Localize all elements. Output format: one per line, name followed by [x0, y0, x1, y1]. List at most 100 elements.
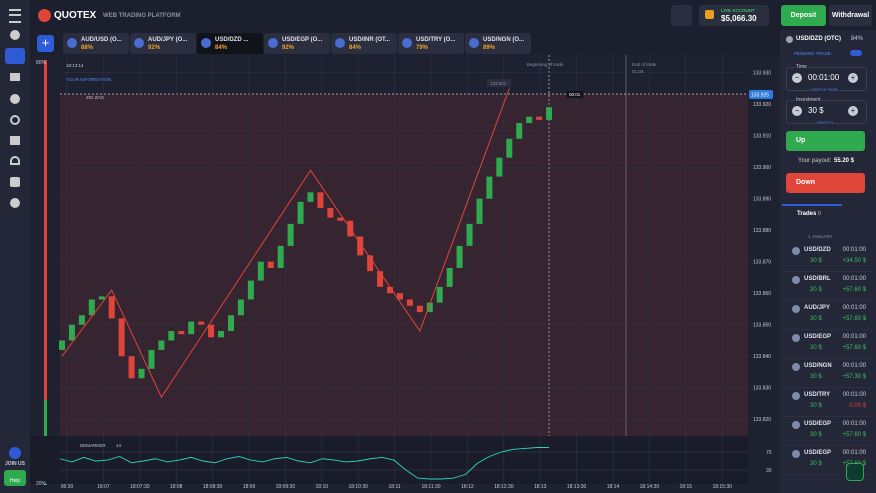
nav-icon[interactable] [10, 115, 20, 125]
candle [476, 198, 483, 224]
chart-nav[interactable] [5, 48, 25, 64]
time-plus[interactable]: + [848, 73, 858, 83]
candle [327, 208, 334, 218]
candle [536, 116, 543, 120]
join-label[interactable]: JOIN US [5, 461, 26, 467]
candle [108, 296, 115, 319]
withdrawal-button[interactable]: Withdrawal [829, 5, 872, 26]
balance-bar-down [44, 60, 47, 400]
trade-time: 00:01:00 [842, 392, 866, 398]
x-tick-label: 18:14 [607, 484, 620, 490]
trade-row[interactable]: USD/EGP 00:01:00 30 $ +57.60 $ [782, 330, 872, 359]
candle [486, 176, 493, 199]
candle [68, 324, 75, 341]
menu-icon[interactable] [9, 9, 21, 23]
trade-time: 00:01:00 [842, 450, 866, 456]
asset-tab[interactable]: AUD/JPY (O... 92% [130, 33, 196, 54]
tab-payout: 84% [215, 45, 228, 51]
asset-tab[interactable]: USD/TRY (O... 79% [398, 33, 464, 54]
balance-bottom: 20% [36, 481, 47, 487]
candle [218, 331, 225, 338]
nav-icon[interactable] [10, 30, 20, 40]
beginning-label: Beginning of trade [527, 62, 564, 67]
account-type: LIVE ACCOUNT [721, 8, 755, 13]
nav-icon[interactable] [10, 94, 20, 104]
notifications[interactable] [671, 5, 692, 26]
up-button[interactable]: Up [786, 131, 865, 151]
chart: 133.930 133.920 133.910 133.900 133.890 133.8… [36, 55, 773, 490]
x-tick-label: 18:10:30 [348, 484, 368, 490]
trade-result: 0.00 $ [849, 403, 866, 409]
x-tick-label: 18:09 [243, 484, 256, 490]
asset-tab[interactable]: USD/NGN (O... 89% [465, 33, 531, 54]
trade-time: 00:01:00 [842, 334, 866, 340]
switch-time[interactable]: SWITCH TIME [811, 87, 838, 92]
pending[interactable]: PENDING TRADE [794, 51, 831, 56]
trade-time: 00:01:00 [842, 421, 866, 427]
y-tick-label: 133.840 [753, 354, 771, 360]
timer-box [567, 91, 583, 98]
tab-payout: 84% [349, 45, 362, 51]
logo-icon [38, 9, 51, 22]
current-price-box [749, 90, 773, 99]
trades-tab[interactable]: Trades [797, 211, 817, 217]
asset-tab[interactable]: USD/EGP (O... 92% [264, 33, 330, 54]
trades-count: 0 [818, 211, 821, 217]
candle [406, 299, 413, 306]
trade-result: +57.60 $ [842, 345, 866, 351]
nav-icon[interactable] [10, 198, 20, 208]
down-button[interactable]: Down [786, 173, 865, 193]
join-icon[interactable] [9, 447, 21, 459]
down-label: Down [796, 179, 816, 186]
open-marker-box [487, 79, 511, 87]
trade-row[interactable]: USD/NGN 00:01:00 30 $ +57.30 $ [782, 359, 872, 388]
trade-amount: 30 $ [810, 258, 822, 264]
candle [198, 321, 205, 325]
y-tick-label: 133.870 [753, 260, 771, 266]
trade-row[interactable]: USD/BRL 00:01:00 30 $ +57.60 $ [782, 272, 872, 301]
asset-tab[interactable]: AUD/USD (O... 88% [63, 33, 129, 54]
info[interactable]: YOUR INFORMATION [66, 77, 111, 82]
trade-row[interactable]: USD/DZD 00:01:00 30 $ +34.50 $ [782, 243, 872, 272]
nav-icon[interactable] [10, 73, 20, 81]
candle [446, 267, 453, 287]
account-box[interactable] [699, 5, 769, 26]
trade-row[interactable]: AUD/JPY 00:01:00 30 $ +57.60 $ [782, 301, 872, 330]
candle [337, 217, 344, 221]
candle [59, 340, 65, 350]
trade-amount: 30 $ [810, 432, 822, 438]
candle [297, 201, 304, 224]
help-button[interactable]: Help [4, 470, 26, 486]
candle [138, 368, 145, 379]
nav-icon[interactable] [10, 136, 20, 145]
candle [158, 340, 165, 350]
trade-asset: USD/TRY [804, 392, 831, 398]
trade-amount: 30 $ [810, 374, 822, 380]
nav-icon[interactable] [10, 156, 20, 165]
candle [267, 261, 274, 268]
tab-payout: 92% [282, 45, 295, 51]
time-minus[interactable]: − [792, 73, 802, 83]
deposit-button[interactable]: Deposit [781, 5, 826, 26]
oscillator-period: 14 [116, 443, 122, 448]
trade-row[interactable]: USD/TRY 00:01:00 30 $ 0.00 $ [782, 388, 872, 417]
candle [506, 138, 513, 158]
candle [516, 123, 523, 139]
trade-row[interactable]: USD/EGP 00:01:00 30 $ +57.60 $ [782, 417, 872, 446]
pending-toggle[interactable] [850, 50, 862, 56]
switch[interactable]: SWITCH [817, 120, 833, 125]
tab-name: AUD/JPY (O... [148, 37, 188, 43]
asset-tab[interactable]: USD/INR (OT... 84% [331, 33, 397, 54]
asset-tab[interactable]: USD/DZD ... 84% [197, 33, 263, 54]
candle [227, 315, 234, 332]
candle [496, 157, 503, 177]
tab-payout: 89% [483, 45, 496, 51]
clock: 18:13:14 [66, 63, 84, 68]
investment-minus[interactable]: − [792, 106, 802, 116]
nav-icon[interactable] [10, 177, 20, 187]
payout-label: Your payout: [798, 158, 832, 164]
investment-label: Investment [795, 97, 822, 103]
investment-plus[interactable]: + [848, 106, 858, 116]
y-tick-label: 133.910 [753, 134, 771, 140]
add-tab[interactable]: + [37, 35, 54, 52]
